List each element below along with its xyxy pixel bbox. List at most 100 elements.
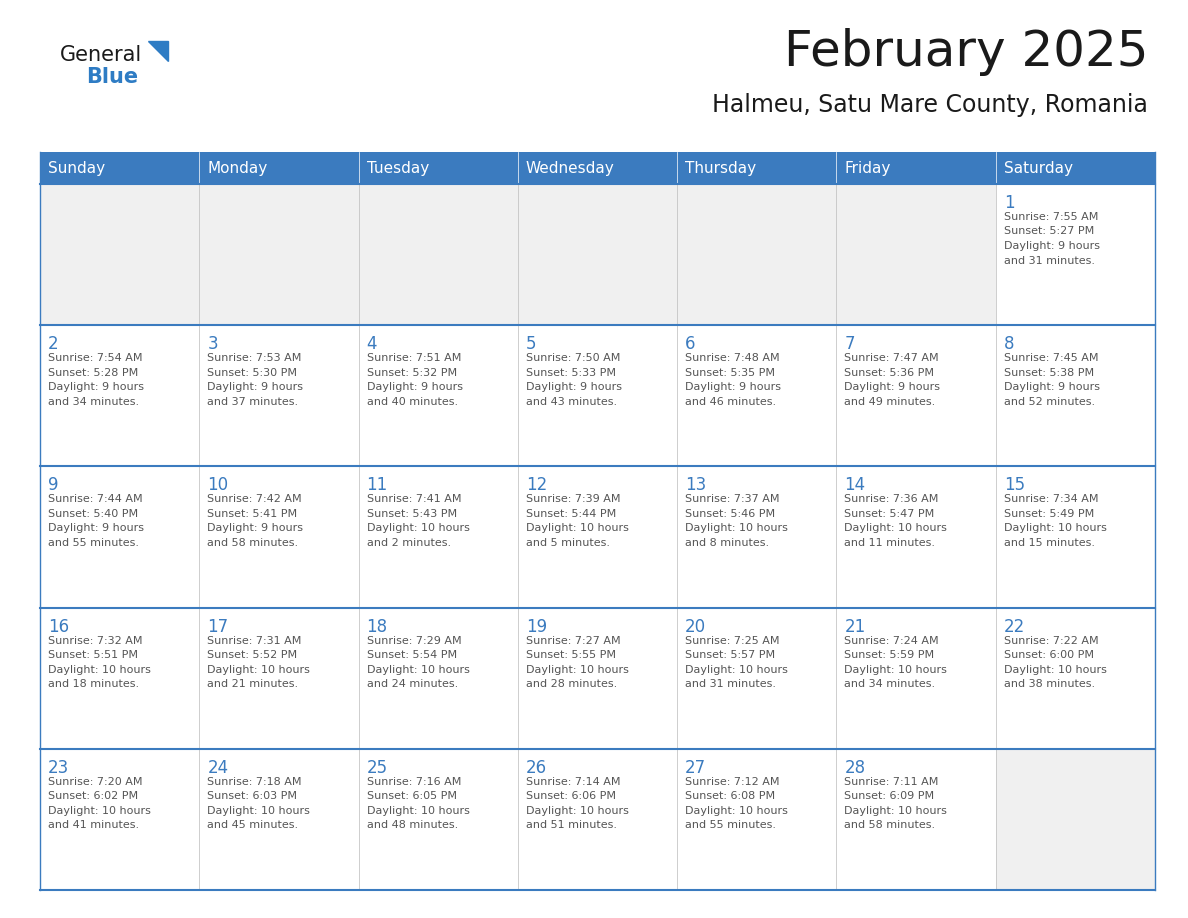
Text: 1: 1 [1004,194,1015,212]
Text: Sunset: 5:54 PM: Sunset: 5:54 PM [367,650,456,660]
Text: Sunrise: 7:48 AM: Sunrise: 7:48 AM [685,353,779,364]
Bar [836,466,996,608]
Text: Sunrise: 7:24 AM: Sunrise: 7:24 AM [845,635,939,645]
Bar [40,466,200,608]
Text: Sunset: 6:08 PM: Sunset: 6:08 PM [685,791,776,801]
Text: Daylight: 9 hours: Daylight: 9 hours [1004,382,1100,392]
Text: 5: 5 [526,335,536,353]
Text: Sunrise: 7:14 AM: Sunrise: 7:14 AM [526,777,620,787]
Text: Monday: Monday [207,161,267,175]
Text: Sunrise: 7:42 AM: Sunrise: 7:42 AM [207,495,302,504]
Text: Sunrise: 7:18 AM: Sunrise: 7:18 AM [207,777,302,787]
Text: Sunset: 5:28 PM: Sunset: 5:28 PM [48,368,138,377]
Text: Sunrise: 7:39 AM: Sunrise: 7:39 AM [526,495,620,504]
Text: 26: 26 [526,759,546,777]
Text: Daylight: 9 hours: Daylight: 9 hours [685,382,782,392]
Text: Daylight: 9 hours: Daylight: 9 hours [1004,241,1100,251]
Bar [996,466,1155,608]
Bar [200,608,359,749]
Text: Sunset: 5:46 PM: Sunset: 5:46 PM [685,509,776,519]
Text: Sunset: 5:52 PM: Sunset: 5:52 PM [207,650,297,660]
Text: Daylight: 10 hours: Daylight: 10 hours [526,665,628,675]
Text: Sunset: 5:40 PM: Sunset: 5:40 PM [48,509,138,519]
Text: Sunrise: 7:20 AM: Sunrise: 7:20 AM [48,777,143,787]
Text: Daylight: 10 hours: Daylight: 10 hours [845,806,947,816]
Bar [677,466,836,608]
Text: Sunset: 5:30 PM: Sunset: 5:30 PM [207,368,297,377]
Text: 14: 14 [845,476,866,495]
Text: Sunrise: 7:22 AM: Sunrise: 7:22 AM [1004,635,1099,645]
Bar [359,152,518,184]
Bar [200,184,359,325]
Text: Sunset: 5:35 PM: Sunset: 5:35 PM [685,368,775,377]
Bar [200,325,359,466]
Text: Sunset: 5:51 PM: Sunset: 5:51 PM [48,650,138,660]
Bar [40,749,200,890]
Text: 21: 21 [845,618,866,635]
Bar [40,184,200,325]
Text: Daylight: 9 hours: Daylight: 9 hours [48,523,144,533]
Text: Sunset: 5:41 PM: Sunset: 5:41 PM [207,509,297,519]
Text: Sunrise: 7:36 AM: Sunrise: 7:36 AM [845,495,939,504]
Text: and 51 minutes.: and 51 minutes. [526,821,617,830]
Text: Thursday: Thursday [685,161,757,175]
Text: Sunday: Sunday [48,161,105,175]
Text: and 58 minutes.: and 58 minutes. [845,821,936,830]
Text: 8: 8 [1004,335,1015,353]
Text: Daylight: 10 hours: Daylight: 10 hours [685,665,788,675]
Text: and 24 minutes.: and 24 minutes. [367,679,457,689]
Text: Daylight: 9 hours: Daylight: 9 hours [48,382,144,392]
Text: and 31 minutes.: and 31 minutes. [1004,255,1094,265]
Text: and 58 minutes.: and 58 minutes. [207,538,298,548]
Text: Daylight: 10 hours: Daylight: 10 hours [207,665,310,675]
Text: Daylight: 10 hours: Daylight: 10 hours [367,665,469,675]
Bar [518,608,677,749]
Text: Sunrise: 7:53 AM: Sunrise: 7:53 AM [207,353,302,364]
Text: Friday: Friday [845,161,891,175]
Text: Sunrise: 7:45 AM: Sunrise: 7:45 AM [1004,353,1098,364]
Text: Saturday: Saturday [1004,161,1073,175]
Text: and 31 minutes.: and 31 minutes. [685,679,776,689]
Text: February 2025: February 2025 [784,28,1148,76]
Text: Sunset: 5:33 PM: Sunset: 5:33 PM [526,368,615,377]
Text: and 52 minutes.: and 52 minutes. [1004,397,1095,407]
Bar [677,325,836,466]
Text: 23: 23 [48,759,69,777]
Bar [40,608,200,749]
Text: General: General [61,45,143,65]
Bar [518,749,677,890]
Bar [359,184,518,325]
Text: Sunset: 6:06 PM: Sunset: 6:06 PM [526,791,615,801]
Text: and 37 minutes.: and 37 minutes. [207,397,298,407]
Text: Sunrise: 7:25 AM: Sunrise: 7:25 AM [685,635,779,645]
Text: 13: 13 [685,476,707,495]
Text: 15: 15 [1004,476,1025,495]
Text: Sunrise: 7:44 AM: Sunrise: 7:44 AM [48,495,143,504]
Text: and 48 minutes.: and 48 minutes. [367,821,457,830]
Polygon shape [148,41,168,61]
Text: Sunset: 5:38 PM: Sunset: 5:38 PM [1004,368,1094,377]
Bar [518,152,677,184]
Bar [518,466,677,608]
Text: Sunset: 5:55 PM: Sunset: 5:55 PM [526,650,615,660]
Text: Daylight: 9 hours: Daylight: 9 hours [367,382,462,392]
Text: Sunrise: 7:11 AM: Sunrise: 7:11 AM [845,777,939,787]
Text: Wednesday: Wednesday [526,161,614,175]
Text: 24: 24 [207,759,228,777]
Bar [996,608,1155,749]
Text: Sunset: 5:44 PM: Sunset: 5:44 PM [526,509,617,519]
Text: and 40 minutes.: and 40 minutes. [367,397,457,407]
Text: Daylight: 10 hours: Daylight: 10 hours [845,523,947,533]
Text: 28: 28 [845,759,866,777]
Text: Sunrise: 7:27 AM: Sunrise: 7:27 AM [526,635,620,645]
Bar [40,325,200,466]
Text: Sunrise: 7:37 AM: Sunrise: 7:37 AM [685,495,779,504]
Text: Daylight: 10 hours: Daylight: 10 hours [1004,523,1106,533]
Text: 18: 18 [367,618,387,635]
Text: Daylight: 10 hours: Daylight: 10 hours [685,523,788,533]
Text: 4: 4 [367,335,377,353]
Text: Sunset: 5:43 PM: Sunset: 5:43 PM [367,509,456,519]
Text: Sunset: 5:59 PM: Sunset: 5:59 PM [845,650,935,660]
Text: Daylight: 10 hours: Daylight: 10 hours [1004,665,1106,675]
Text: and 15 minutes.: and 15 minutes. [1004,538,1094,548]
